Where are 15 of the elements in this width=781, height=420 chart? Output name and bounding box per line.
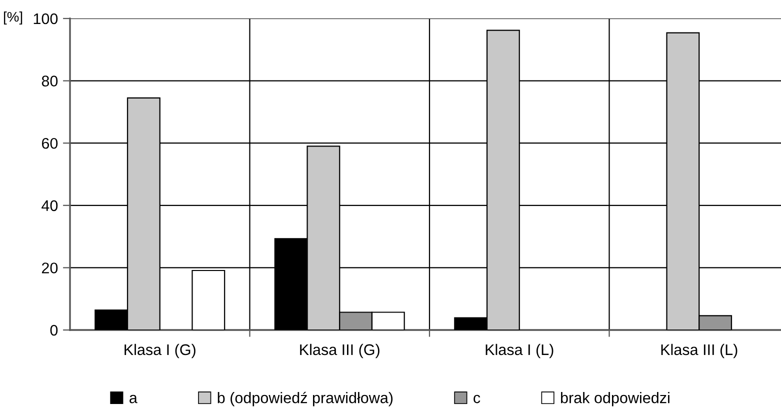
y-tick-label: 40 [42,200,58,212]
y-tick-label: 20 [42,262,58,274]
legend-label: brak odpowiedzi [561,392,670,406]
y-tick-label: 60 [42,138,58,149]
legend-label: c [474,394,480,404]
x-tick-label: Klasa III (G) [300,344,380,358]
y-tick-label: 100 [34,13,58,24]
y-tick-label: 0 [50,324,58,336]
x-tick-label: Klasa III (L) [661,344,738,358]
y-axis-title: [%] [4,12,22,24]
x-tick-label: Klasa I (G) [124,344,196,358]
x-tick-label: Klasa I (L) [486,344,554,358]
legend-label: b (odpowiedź prawidłowa) [218,392,393,406]
legend-label: a [130,394,138,404]
y-tick-label: 80 [42,76,58,86]
